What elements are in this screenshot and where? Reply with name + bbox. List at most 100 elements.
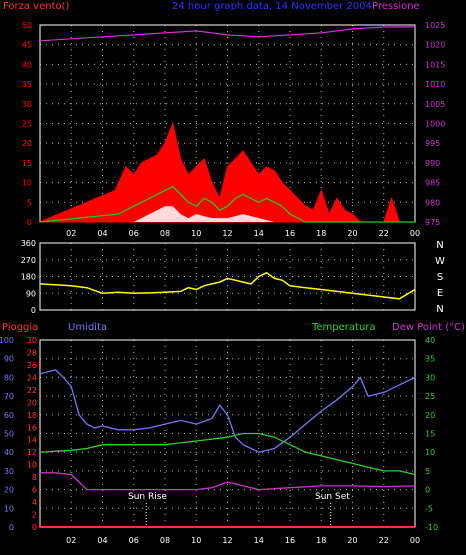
wind-tick-label: 0 — [27, 218, 32, 227]
chart-title: 24 hour graph data, 14 November 2004 — [172, 1, 372, 12]
pressure-tick-label: 1000 — [425, 120, 445, 129]
direction-tick-label: 270 — [21, 256, 36, 265]
wind-axis-label: Forza vento() — [3, 1, 70, 12]
humidity-x-tick-label: 18 — [316, 536, 326, 545]
rain-tick-label: 2 — [32, 511, 37, 520]
wind-x-tick-label: 06 — [129, 229, 139, 238]
direction-tick-label: 90 — [26, 289, 36, 298]
wind-x-tick-label: 20 — [347, 229, 357, 238]
rain-tick-label: 4 — [32, 498, 37, 507]
temperature-tick-label: -10 — [425, 523, 438, 532]
humidity-tick-label: 80 — [4, 373, 14, 382]
wind-x-tick-label: 10 — [191, 229, 201, 238]
rain-tick-label: 24 — [27, 373, 37, 382]
humidity-x-tick-label: 12 — [222, 536, 232, 545]
wind-direction-line — [39, 271, 416, 300]
wind-tick-label: 15 — [22, 159, 32, 168]
gridlines — [40, 24, 416, 528]
humidity-x-tick-label: 02 — [66, 536, 76, 545]
wind-x-tick-label: 22 — [379, 229, 389, 238]
rain-tick-label: 18 — [27, 411, 37, 420]
humidity-x-tick-label: 08 — [160, 536, 170, 545]
humidity-tick-label: 20 — [4, 486, 14, 495]
humidity-x-tick-label: 06 — [129, 536, 139, 545]
wind-x-tick-label: 12 — [222, 229, 232, 238]
pressure-tick-label: 985 — [425, 179, 440, 188]
wind-tick-label: 50 — [22, 21, 32, 30]
temperature-tick-label: 40 — [425, 336, 435, 345]
humidity-tick-label: 100 — [0, 336, 14, 345]
temperature-tick-label: 25 — [425, 392, 435, 401]
pressure-tick-label: 995 — [425, 139, 440, 148]
wind-x-tick-label: 00 — [410, 229, 420, 238]
humidity-tick-label: 70 — [4, 392, 14, 401]
rain-tick-label: 0 — [32, 523, 37, 532]
temperature-label: Temperatura — [311, 322, 376, 333]
wind-tick-label: 25 — [22, 120, 32, 129]
temperature-tick-label: 35 — [425, 355, 435, 364]
wind-series — [39, 26, 415, 223]
wind-x-tick-label: 18 — [316, 229, 326, 238]
rain-tick-label: 16 — [27, 423, 37, 432]
rain-tick-label: 14 — [27, 436, 37, 445]
rain-tick-label: 28 — [27, 348, 37, 357]
temperature-tick-label: -5 — [425, 504, 433, 513]
humidity-tick-label: 50 — [4, 430, 14, 439]
rain-tick-label: 6 — [32, 486, 37, 495]
humidity-x-tick-label: 00 — [410, 536, 420, 545]
pressure-tick-label: 975 — [425, 218, 440, 227]
humidity-tick-label: 0 — [9, 523, 14, 532]
temperature-tick-label: 10 — [425, 448, 435, 457]
tick-labels: 0510152025303540455097598098599099510001… — [0, 21, 445, 545]
humidity-x-tick-label: 20 — [347, 536, 357, 545]
pressure-tick-label: 1010 — [425, 80, 445, 89]
humidity-line — [39, 369, 416, 453]
humidity-x-tick-label: 16 — [285, 536, 295, 545]
rain-tick-label: 10 — [27, 461, 37, 470]
wind-tick-label: 20 — [22, 139, 32, 148]
humidity-tick-label: 90 — [4, 355, 14, 364]
wind-x-tick-label: 16 — [285, 229, 295, 238]
wind-x-tick-label: 04 — [97, 229, 107, 238]
rain-label: Pioggia — [2, 322, 38, 333]
wind-tick-label: 10 — [22, 179, 32, 188]
wind-x-tick-label: 14 — [254, 229, 264, 238]
humidity-x-tick-label: 14 — [254, 536, 264, 545]
pressure-tick-label: 980 — [425, 198, 440, 207]
pressure-tick-label: 1015 — [425, 60, 445, 69]
humidity-tick-label: 30 — [4, 467, 14, 476]
humidity-tick-label: 10 — [4, 504, 14, 513]
rain-tick-label: 8 — [32, 473, 37, 482]
rain-tick-label: 22 — [27, 386, 37, 395]
direction-tick-label: 0 — [31, 306, 36, 315]
humidity-series — [39, 369, 416, 528]
rain-tick-label: 26 — [27, 361, 37, 370]
wind-minimum-area — [40, 206, 415, 222]
compass-label: N — [436, 304, 443, 315]
wind-tick-label: 45 — [22, 41, 32, 50]
compass-label: W — [435, 256, 445, 267]
rain-tick-label: 20 — [27, 398, 37, 407]
temperature-tick-label: 30 — [425, 373, 435, 382]
pressure-tick-label: 1020 — [425, 41, 445, 50]
pressure-tick-label: 990 — [425, 159, 440, 168]
temperature-tick-label: 20 — [425, 411, 435, 420]
dewpoint-label: Dew Point (°C) — [392, 322, 465, 333]
dewpoint-line — [40, 472, 416, 491]
sunset-label: Sun Set — [315, 492, 350, 502]
direction-tick-label: 180 — [21, 273, 36, 282]
wind-gust-area — [39, 121, 415, 223]
temperature-tick-label: 5 — [425, 467, 430, 476]
direction-series — [39, 271, 416, 300]
wind-tick-label: 40 — [22, 60, 32, 69]
pressure-tick-label: 1025 — [425, 21, 445, 30]
humidity-x-tick-label: 10 — [191, 536, 201, 545]
wind-average-line — [39, 185, 415, 223]
temperature-tick-label: 15 — [425, 430, 435, 439]
pressure-tick-label: 1005 — [425, 100, 445, 109]
wind-tick-label: 35 — [22, 80, 32, 89]
humidity-label: Umidita — [68, 322, 107, 333]
wind-x-tick-label: 02 — [66, 229, 76, 238]
